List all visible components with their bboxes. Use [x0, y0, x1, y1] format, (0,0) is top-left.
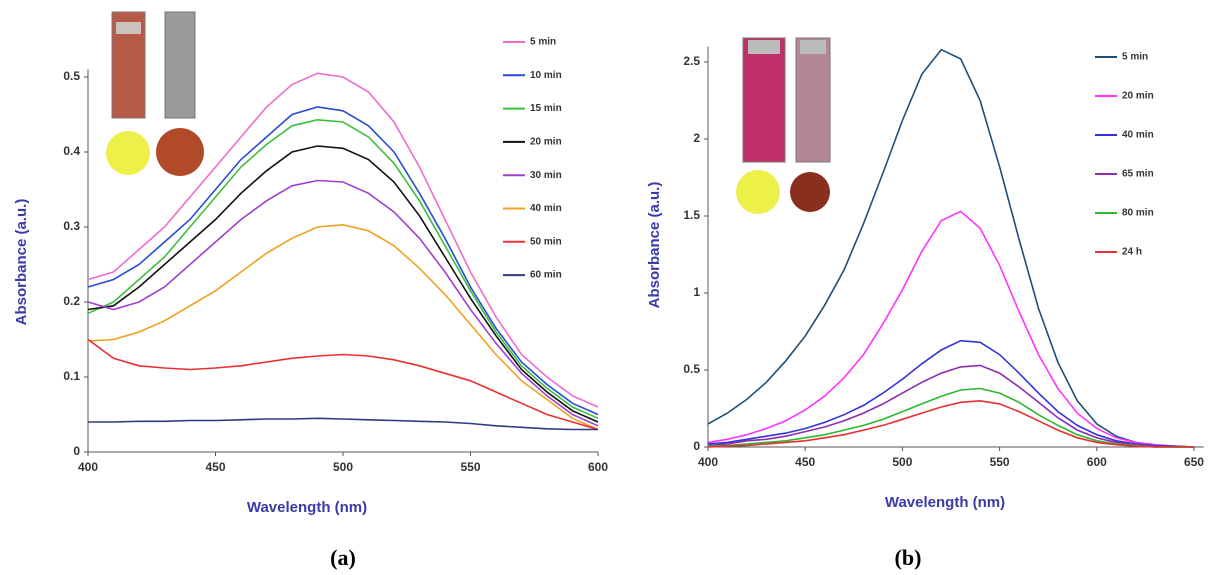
powder	[106, 131, 150, 175]
data-line	[88, 418, 598, 429]
y-tick-label: 0.4	[63, 144, 80, 158]
x-tick-label: 650	[1184, 455, 1204, 469]
data-line	[88, 73, 598, 407]
y-tick-label: 0.1	[63, 369, 80, 383]
x-tick-label: 400	[698, 455, 718, 469]
cuvette	[796, 38, 830, 162]
y-tick-label: 0	[693, 439, 700, 453]
powder	[790, 172, 830, 212]
inset-photos-a	[106, 12, 204, 176]
y-tick-label: 0.2	[63, 294, 80, 308]
powder	[736, 170, 780, 214]
cuvette-cap	[800, 40, 826, 54]
y-tick-label: 0	[73, 444, 80, 458]
y-tick-label: 2	[693, 131, 700, 145]
x-tick-label: 450	[205, 460, 225, 474]
data-line	[88, 225, 598, 430]
caption: (b)	[895, 545, 922, 570]
cuvette	[165, 12, 195, 118]
inset-photos-b	[736, 38, 830, 214]
powder	[156, 128, 204, 176]
cuvette	[743, 38, 785, 162]
cuvette-cap	[116, 22, 141, 34]
legend-label: 80 min	[1122, 208, 1154, 219]
x-axis-label: Wavelength (nm)	[885, 494, 1005, 511]
y-tick-label: 0.5	[63, 69, 80, 83]
y-tick-label: 2.5	[683, 54, 700, 68]
caption: (a)	[330, 545, 356, 570]
legend-label: 60 min	[530, 270, 562, 281]
x-tick-label: 500	[892, 455, 912, 469]
x-tick-label: 550	[460, 460, 480, 474]
legend-label: 24 h	[1122, 247, 1142, 258]
page: 0 0.1 0.2 0.3 0.4 0.5 400 450 500 550 600 5 min 10 m…	[0, 0, 1212, 575]
legend-label: 30 min	[530, 170, 562, 181]
y-axis-label: Absorbance (a.u.)	[646, 182, 663, 309]
y-tick-label: 0.3	[63, 219, 80, 233]
data-line	[708, 401, 1194, 447]
figure: 0 0.1 0.2 0.3 0.4 0.5 400 450 500 550 600 5 min 10 m…	[0, 0, 1212, 575]
legend-label: 20 min	[1122, 91, 1154, 102]
y-tick-label: 0.5	[683, 362, 700, 376]
legend-label: 40 min	[1122, 130, 1154, 141]
x-tick-label: 600	[588, 460, 608, 474]
legend-label: 65 min	[1122, 169, 1154, 180]
data-line	[708, 365, 1194, 447]
legend-label: 40 min	[530, 203, 562, 214]
x-tick-label: 400	[78, 460, 98, 474]
x-axis-label: Wavelength (nm)	[247, 499, 367, 516]
legend-label: 50 min	[530, 236, 562, 247]
y-axis-label: Absorbance (a.u.)	[13, 199, 30, 326]
y-tick-label: 1	[693, 285, 700, 299]
x-tick-label: 600	[1087, 455, 1107, 469]
legend-label: 5 min	[1122, 52, 1148, 63]
cuvette-cap	[748, 40, 780, 54]
data-line	[88, 181, 598, 426]
legend-label: 5 min	[530, 37, 556, 48]
y-tick-label: 1.5	[683, 208, 700, 222]
x-tick-label: 550	[990, 455, 1010, 469]
legend-label: 20 min	[530, 137, 562, 148]
x-tick-label: 500	[333, 460, 353, 474]
x-tick-label: 450	[795, 455, 815, 469]
legend-label: 15 min	[530, 103, 562, 114]
legend-label: 10 min	[530, 70, 562, 81]
data-line	[88, 340, 598, 430]
